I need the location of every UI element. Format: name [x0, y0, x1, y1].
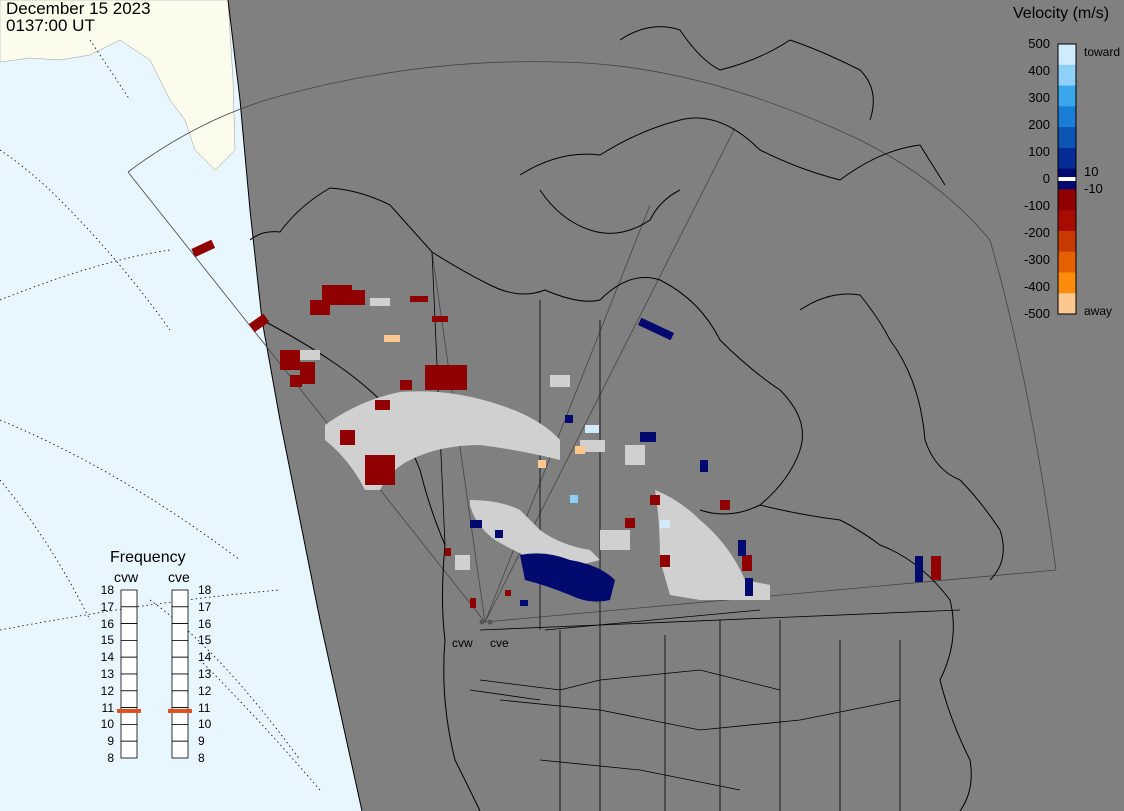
velocity-tick-label: -400 — [1023, 279, 1050, 294]
frequency-radar-cvw: cvw — [114, 569, 139, 585]
time-label: 0137:00 UT — [6, 16, 95, 35]
velocity-bar-frame — [1057, 43, 1077, 315]
frequency-bar-cve-cell — [171, 589, 189, 608]
frequency-bar-cvw-cell — [120, 724, 138, 742]
frequency-tick-cvw: 16 — [100, 616, 114, 631]
frequency-bar-cvw-marker — [117, 708, 141, 713]
frequency-tick-cve: 14 — [198, 650, 212, 665]
velocity-color-step — [1058, 251, 1076, 273]
frequency-bar-cvw-cell — [120, 673, 138, 692]
velocity-scatter-toward — [470, 317, 923, 606]
radar-site-cve — [487, 619, 493, 625]
frequency-bar-cve-cell — [171, 640, 189, 658]
frequency-tick-cvw: 17 — [100, 599, 114, 614]
daylight-region — [0, 0, 362, 811]
frequency-tick-cvw: 13 — [100, 667, 114, 681]
frequency-bar-cvw-cell — [120, 690, 138, 708]
velocity-inner-tick-pos: 10 — [1084, 164, 1099, 179]
frequency-bar-cve-cell — [171, 673, 189, 692]
velocity-tick-label: -200 — [1023, 225, 1050, 240]
velocity-away-label: away — [1084, 304, 1113, 318]
frequency-tick-cvw: 18 — [100, 583, 114, 597]
frequency-tick-cve: 17 — [198, 599, 212, 614]
frequency-bar-cve-cell — [171, 724, 189, 742]
frequency-bar-cve-cell — [171, 740, 189, 759]
frequency-tick-cvw: 15 — [100, 633, 114, 648]
frequency-bar-cve-cell — [171, 606, 189, 624]
frequency-tick-cvw: 14 — [100, 650, 114, 665]
frequency-bar-cvw-cell — [120, 640, 138, 658]
coastlines — [249, 26, 1004, 811]
velocity-toward-label: toward — [1084, 45, 1121, 59]
velocity-color-step — [1058, 189, 1076, 211]
frequency-tick-cve: 15 — [198, 633, 212, 648]
velocity-color-step — [1058, 64, 1076, 87]
velocity-tick-label: 100 — [1028, 144, 1050, 159]
map-label-cve: cve — [490, 636, 509, 650]
frequency-bar-cvw-cell — [120, 623, 138, 641]
frequency-title: Frequency — [110, 549, 186, 566]
velocity-color-step — [1058, 85, 1076, 107]
frequency-tick-cvw: 9 — [107, 734, 114, 749]
velocity-color-step — [1058, 230, 1076, 253]
frequency-bar-cvw-cell — [120, 740, 138, 759]
velocity-color-bar — [1057, 43, 1077, 315]
frequency-tick-cve: 8 — [198, 751, 205, 765]
frequency-tick-cve: 12 — [198, 683, 212, 698]
frequency-tick-cvw: 10 — [100, 717, 114, 732]
frequency-radar-cve: cve — [168, 569, 190, 585]
velocity-scatter-away — [191, 239, 941, 608]
frequency-bar-cve-cell — [171, 656, 189, 675]
velocity-tick-label: 500 — [1028, 36, 1050, 51]
geographic-grid — [0, 39, 321, 791]
velocity-inner-tick-neg: -10 — [1084, 181, 1103, 196]
frequency-bar-cvw-cell — [120, 656, 138, 675]
velocity-tick-label: -100 — [1023, 198, 1050, 213]
frequency-bars — [117, 589, 192, 759]
frequency-tick-cve: 16 — [198, 616, 212, 631]
frequency-tick-cve: 10 — [198, 717, 212, 732]
frequency-tick-cvw: 11 — [101, 700, 114, 715]
frequency-bar-cve-cell — [171, 690, 189, 708]
velocity-tick-label: 400 — [1028, 63, 1050, 78]
frequency-tick-cve: 18 — [198, 583, 212, 597]
velocity-color-step — [1058, 272, 1076, 294]
frequency-tick-cve: 9 — [198, 734, 205, 749]
velocity-tick-label: 0 — [1042, 171, 1050, 186]
date-label: December 15 2023 — [6, 0, 151, 18]
frequency-bar-cvw-cell — [120, 606, 138, 624]
radar-site-cvw — [479, 619, 485, 625]
velocity-tick-label: -300 — [1023, 252, 1050, 267]
daylight-land — [0, 0, 236, 171]
frequency-bar-cvw-cell — [120, 589, 138, 608]
frequency-tick-cve: 11 — [198, 700, 211, 715]
velocity-color-step — [1058, 44, 1076, 66]
frequency-tick-cvw: 12 — [100, 683, 114, 698]
frequency-tick-cve: 13 — [198, 667, 212, 681]
terminator-line — [227, 0, 363, 811]
velocity-tick-label: 200 — [1028, 117, 1050, 132]
frequency-bar-cve-cell — [171, 623, 189, 641]
velocity-color-step — [1058, 293, 1076, 315]
velocity-color-step — [1058, 127, 1076, 149]
velocity-color-step — [1058, 106, 1076, 128]
velocity-zero-band — [1058, 177, 1076, 181]
velocity-scatter-fast — [384, 335, 670, 528]
frequency-tick-cvw: 8 — [107, 751, 114, 765]
velocity-color-step — [1058, 147, 1076, 170]
velocity-tick-label: 300 — [1028, 90, 1050, 105]
map-label-cvw: cvw — [452, 636, 473, 650]
velocity-tick-label: -500 — [1023, 306, 1050, 321]
velocity-color-step — [1058, 210, 1076, 232]
velocity-scale-title: Velocity (m/s) — [1013, 5, 1110, 22]
frequency-bar-cve-marker — [168, 708, 192, 713]
